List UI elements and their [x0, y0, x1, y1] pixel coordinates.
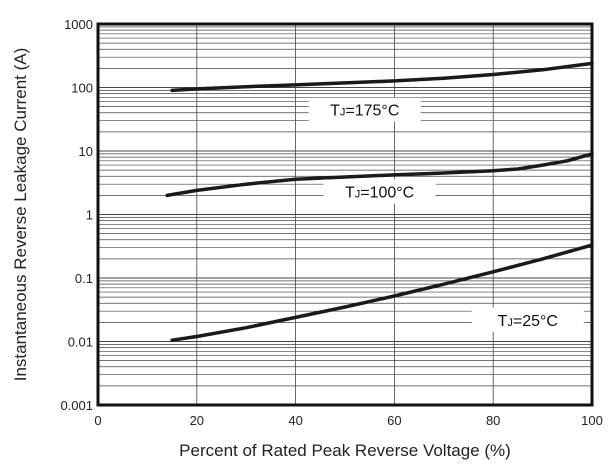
- y-tick-label: 0.001: [60, 398, 93, 413]
- series-label-0: TJ=175°C: [330, 103, 399, 120]
- y-tick-label: 0.01: [68, 335, 93, 350]
- series-label-bg-2: [471, 307, 584, 332]
- y-tick-label: 100: [71, 81, 93, 96]
- series-line-0: [170, 61, 594, 93]
- series-lines: [165, 61, 594, 342]
- series-label-2: TJ=25°C: [498, 313, 558, 330]
- x-tick-label: 80: [486, 413, 500, 428]
- x-axis-title: Percent of Rated Peak Reverse Voltage (%…: [179, 441, 511, 460]
- plot-frame: [96, 22, 594, 407]
- tick-labels: 0 20 40 60 80 100 0.001 0.01 0.1 1 10 100 1000: [60, 17, 602, 428]
- y-tick-label: 0.1: [75, 271, 93, 286]
- x-tick-label: 20: [190, 413, 204, 428]
- series-labels: TJ=175°C TJ=100°C TJ=25°C: [308, 97, 584, 332]
- y-tick-label: 10: [79, 144, 93, 159]
- x-tick-label: 100: [581, 413, 603, 428]
- y-axis-title: Instantaneous Reverse Leakage Current (A…: [11, 48, 30, 382]
- series-label-bg-1: [323, 179, 436, 204]
- x-tick-label: 40: [288, 413, 302, 428]
- y-tick-label: 1000: [64, 17, 93, 32]
- y-tick-label: 1: [86, 208, 93, 223]
- series-line-2: [170, 243, 594, 342]
- x-tick-label: 0: [94, 413, 101, 428]
- series-line-1: [165, 152, 594, 198]
- series-label-bg-0: [308, 97, 421, 122]
- x-tick-label: 60: [387, 413, 401, 428]
- series-label-1: TJ=100°C: [345, 185, 414, 202]
